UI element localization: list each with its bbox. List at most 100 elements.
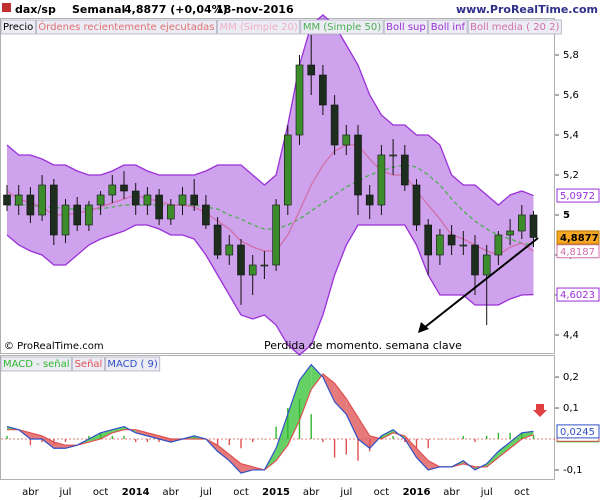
histogram-bar [509, 432, 511, 439]
macd-signal-fill [334, 383, 347, 415]
candle-body [260, 264, 269, 267]
indicator-line [7, 164, 534, 246]
candle-body [38, 184, 46, 216]
last-value-box [556, 287, 600, 302]
legend-entry: MACD - señal [3, 359, 70, 370]
macd-signal-fill [311, 364, 323, 390]
macd-signal-fill [299, 364, 312, 421]
candle-body [14, 194, 23, 206]
candle-body [330, 104, 339, 146]
candle-body [248, 264, 257, 276]
macd-signal-fill [498, 442, 511, 458]
histogram-bar [216, 438, 219, 446]
candle-body [424, 224, 433, 256]
site: www.ProRealTime.com [456, 3, 598, 16]
histogram-bar [357, 438, 359, 461]
histogram-bar [88, 435, 90, 439]
legend-entry: Boll media ( 20 2) [470, 22, 559, 33]
last-value-box [556, 188, 600, 203]
histogram-bar [18, 438, 20, 440]
histogram-bar [146, 438, 149, 443]
last-value-label: 4,6023 [560, 290, 595, 301]
legend-entry: MM (Simple 50) [303, 22, 381, 33]
candle-body [3, 194, 11, 206]
candle-body [377, 154, 386, 206]
legend-box [105, 356, 161, 372]
candle-body [190, 194, 198, 206]
candle-body [143, 194, 152, 206]
legend-box [0, 19, 36, 35]
candle-body [225, 244, 234, 256]
macd-signal-fill [112, 426, 124, 433]
price-panel [0, 18, 555, 354]
x-tick-label: 2015 [262, 487, 290, 498]
histogram-bar [392, 435, 394, 439]
histogram-bar [322, 438, 324, 443]
candle-body [155, 194, 163, 220]
period: Semanal [72, 3, 125, 16]
y-tick-label: 5,4 [563, 130, 579, 141]
candle-body [319, 74, 327, 106]
histogram-bar [193, 435, 195, 439]
x-tick-label: jul [339, 487, 352, 498]
y-tick-label: 5,2 [563, 170, 579, 181]
candle-body [96, 194, 105, 206]
histogram-bar [427, 438, 429, 449]
legend-entry: Boll sup [386, 22, 426, 33]
signal-arrow [533, 404, 547, 417]
histogram-bar [99, 432, 102, 439]
x-tick-label: abr [22, 487, 39, 498]
legend-entry: Boll inf [431, 22, 466, 33]
histogram-bar [521, 432, 523, 439]
indicator-line [6, 224, 534, 356]
bollinger-band [7, 15, 534, 355]
date: 18-nov-2016 [216, 3, 294, 16]
macd-signal-fill [428, 460, 440, 470]
histogram-bar [6, 435, 8, 439]
macd-line [6, 363, 534, 474]
candle-body [73, 204, 81, 226]
legend-entry: Órdenes recientemente ejecutadas [38, 20, 214, 33]
y-tick-label: 5,6 [563, 90, 579, 101]
histogram-bar [380, 435, 383, 439]
candle-body [131, 190, 140, 206]
annotation: Perdida de momento. semana clave [264, 339, 462, 352]
candle-body [61, 204, 70, 236]
x-tick-label: oct [374, 487, 390, 498]
last-value-label: 4,8187 [560, 247, 595, 258]
y-tick-label: 0,1 [563, 403, 579, 414]
histogram-bar [240, 438, 242, 449]
macd-signal-fill [88, 432, 101, 443]
macd-signal-fill [510, 432, 522, 449]
candle-body [295, 64, 304, 136]
macd-signal-fill [381, 429, 394, 439]
histogram-bar [41, 438, 43, 443]
y-tick-label: -0,1 [563, 465, 583, 476]
candle-body [49, 184, 58, 236]
x-tick-label: 2016 [403, 487, 431, 498]
candle-body [412, 184, 421, 226]
legend-box [35, 19, 217, 35]
macd-signal-fill [217, 445, 230, 461]
histogram-bar [111, 435, 113, 439]
candle-body [482, 254, 491, 276]
candle-body [26, 194, 35, 216]
histogram-bar [158, 438, 160, 443]
candle-body [120, 184, 128, 192]
macd-signal-fill [42, 435, 54, 449]
histogram-bar [532, 435, 535, 439]
candle-body [85, 204, 93, 226]
legend-box [72, 356, 105, 372]
x-tick-label: jul [199, 487, 212, 498]
y-tick-label: 5 [563, 210, 570, 221]
histogram-bar [462, 435, 464, 439]
candle-body [459, 244, 468, 247]
legend-entry: MM (Simple 20) [220, 22, 298, 33]
legend-box [428, 19, 468, 35]
legend-box [383, 19, 429, 35]
macd-signal-fill [147, 432, 160, 439]
quote: 4,8877 (+0,04%) [124, 3, 228, 16]
histogram-bar [450, 438, 453, 440]
histogram-bar [333, 438, 336, 458]
